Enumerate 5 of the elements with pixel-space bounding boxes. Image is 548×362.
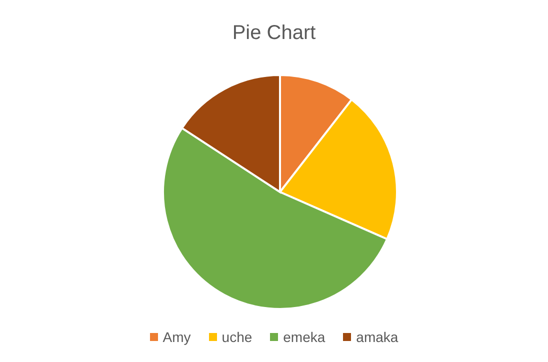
legend-label: emeka <box>282 329 326 345</box>
legend-label: amaka <box>355 329 398 345</box>
chart-title: Pie Chart <box>231 22 317 45</box>
legend-label: uche <box>220 329 252 345</box>
legend-label: Amy <box>162 329 191 345</box>
